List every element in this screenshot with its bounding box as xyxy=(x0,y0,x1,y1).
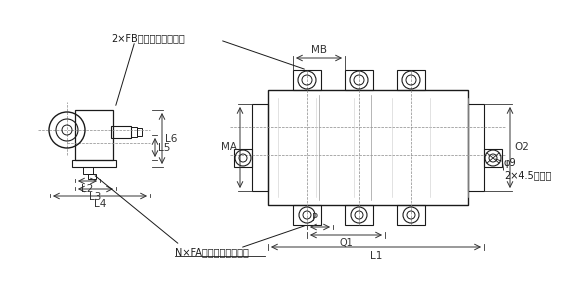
Text: P: P xyxy=(312,213,318,223)
Bar xyxy=(345,70,373,90)
Text: L3: L3 xyxy=(89,192,101,202)
Text: N×FA適用チューブ外径: N×FA適用チューブ外径 xyxy=(175,247,249,257)
Bar xyxy=(88,174,96,179)
Bar xyxy=(293,205,321,225)
Bar xyxy=(137,128,142,136)
Bar xyxy=(72,160,116,167)
Text: 2×4.5取付穴: 2×4.5取付穴 xyxy=(504,170,552,180)
Text: L2: L2 xyxy=(81,184,94,194)
Bar xyxy=(75,110,113,160)
Text: L4: L4 xyxy=(94,199,106,209)
Bar xyxy=(484,149,502,167)
Text: 2×FB適用チューブ外径: 2×FB適用チューブ外径 xyxy=(111,33,185,43)
Text: L1: L1 xyxy=(370,251,382,261)
Bar xyxy=(293,70,321,90)
Bar xyxy=(345,205,373,225)
Bar xyxy=(131,127,137,137)
Bar xyxy=(468,104,484,191)
Bar xyxy=(83,167,93,174)
Bar xyxy=(111,126,131,138)
Text: MB: MB xyxy=(311,45,327,55)
Text: MA: MA xyxy=(221,142,237,152)
Bar xyxy=(252,104,268,191)
Text: Q1: Q1 xyxy=(339,238,353,248)
Bar xyxy=(234,149,252,167)
Text: L5: L5 xyxy=(158,143,170,153)
Bar xyxy=(397,205,425,225)
Text: L6: L6 xyxy=(165,134,177,144)
Text: φ9: φ9 xyxy=(504,158,517,168)
Bar xyxy=(397,70,425,90)
Text: O2: O2 xyxy=(514,142,529,152)
Bar xyxy=(268,90,468,205)
